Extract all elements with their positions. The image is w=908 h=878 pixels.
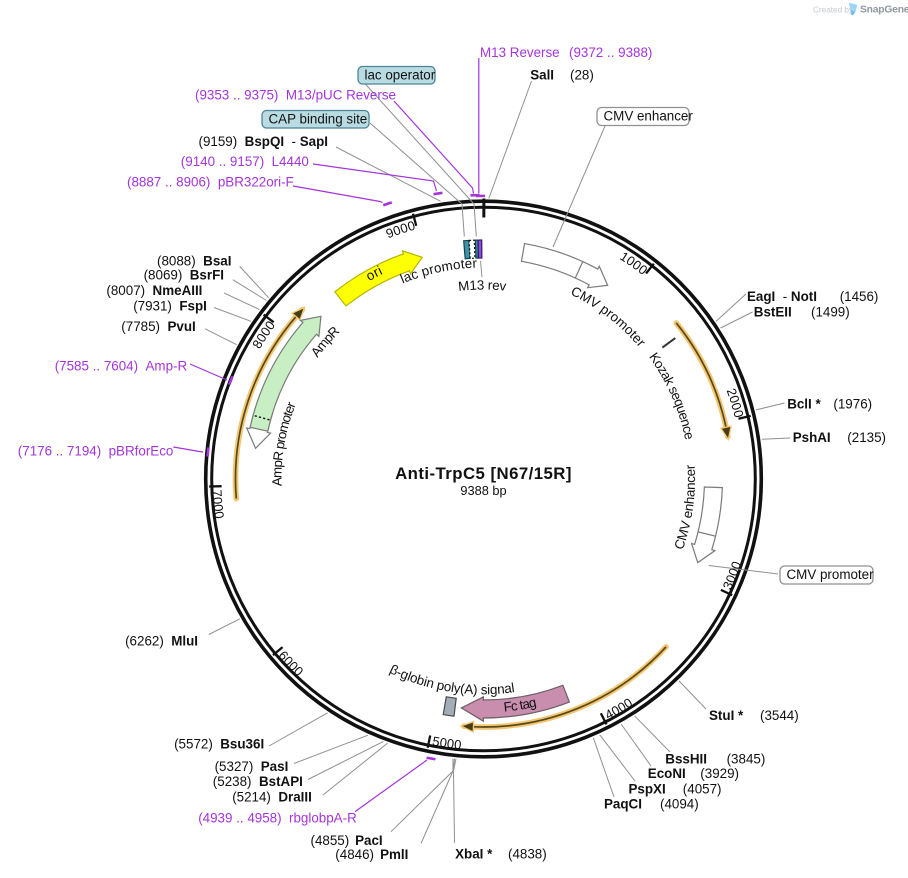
svg-text:lac operator: lac operator — [365, 67, 436, 82]
svg-text:(5572) Bsu36I: (5572) Bsu36I — [174, 736, 264, 751]
svg-text:(4846) PmlI: (4846) PmlI — [335, 847, 408, 862]
svg-text:CMV promoter: CMV promoter — [787, 567, 875, 582]
svg-text:(5238) BstAPI: (5238) BstAPI — [213, 774, 303, 789]
svg-text:M13 Reverse(9372 .. 9388): M13 Reverse (9372 .. 9388) — [480, 45, 652, 60]
svg-text:(9159) BspQI - SapI: (9159) BspQI - SapI — [199, 134, 329, 149]
svg-text:5000: 5000 — [431, 733, 462, 752]
svg-text:PspXI(4057): PspXI (4057) — [629, 781, 722, 796]
svg-text:SalI(28): SalI (28) — [530, 67, 594, 82]
svg-text:XbaI *(4838): XbaI * (4838) — [455, 847, 547, 862]
svg-text:(5214) DraIII: (5214) DraIII — [232, 789, 312, 804]
svg-text:(6262) MluI: (6262) MluI — [125, 633, 198, 648]
svg-text:PaqCI(4094): PaqCI (4094) — [604, 796, 699, 811]
svg-text:CMV enhancer: CMV enhancer — [604, 109, 694, 124]
svg-text:EcoNI(3929): EcoNI (3929) — [648, 766, 739, 781]
svg-text:StuI *(3544): StuI * (3544) — [709, 708, 799, 723]
svg-text:9388 bp: 9388 bp — [460, 483, 506, 498]
svg-text:EagI - NotI(1456): EagI - NotI (1456) — [747, 289, 878, 304]
svg-text:(7176 .. 7194) pBRforEco: (7176 .. 7194) pBRforEco — [18, 444, 174, 459]
svg-text:BstEII(1499): BstEII (1499) — [754, 305, 850, 320]
svg-text:(8887 .. 8906) pBR322ori-F: (8887 .. 8906) pBR322ori-F — [127, 175, 294, 190]
svg-text:(8007) NmeAIII: (8007) NmeAIII — [106, 283, 202, 298]
svg-text:(9140 .. 9157) L4440: (9140 .. 9157) L4440 — [181, 154, 309, 169]
svg-text:(7931) FspI: (7931) FspI — [133, 299, 207, 314]
svg-text:BclI *(1976): BclI * (1976) — [787, 397, 872, 412]
svg-text:(4855) PacI: (4855) PacI — [311, 833, 383, 848]
svg-text:(7585 .. 7604) Amp-R: (7585 .. 7604) Amp-R — [55, 359, 188, 374]
svg-text:(7785) PvuI: (7785) PvuI — [121, 319, 195, 334]
svg-text:M13 rev: M13 rev — [457, 277, 507, 294]
svg-text:Anti-TrpC5 [N67/15R]: Anti-TrpC5 [N67/15R] — [395, 464, 572, 483]
svg-text:(8088) BsaI: (8088) BsaI — [157, 253, 231, 268]
svg-text:Created by: Created by — [813, 6, 854, 15]
svg-text:7000: 7000 — [209, 489, 227, 519]
svg-text:PshAI(2135): PshAI (2135) — [793, 430, 886, 445]
svg-text:(8069) BsrFI: (8069) BsrFI — [144, 267, 224, 282]
svg-text:(9353 .. 9375) M13/pUC Revers: (9353 .. 9375) M13/pUC Reverse — [195, 88, 396, 103]
svg-text:BssHII(3845): BssHII (3845) — [665, 752, 765, 767]
svg-text:SnapGene: SnapGene — [860, 4, 908, 15]
svg-text:(5327) PasI: (5327) PasI — [215, 759, 289, 774]
svg-text:Fc tag: Fc tag — [503, 695, 537, 715]
svg-text:(4939 .. 4958) rbglobpA-R: (4939 .. 4958) rbglobpA-R — [198, 811, 357, 826]
svg-text:CAP binding site: CAP binding site — [269, 111, 368, 126]
